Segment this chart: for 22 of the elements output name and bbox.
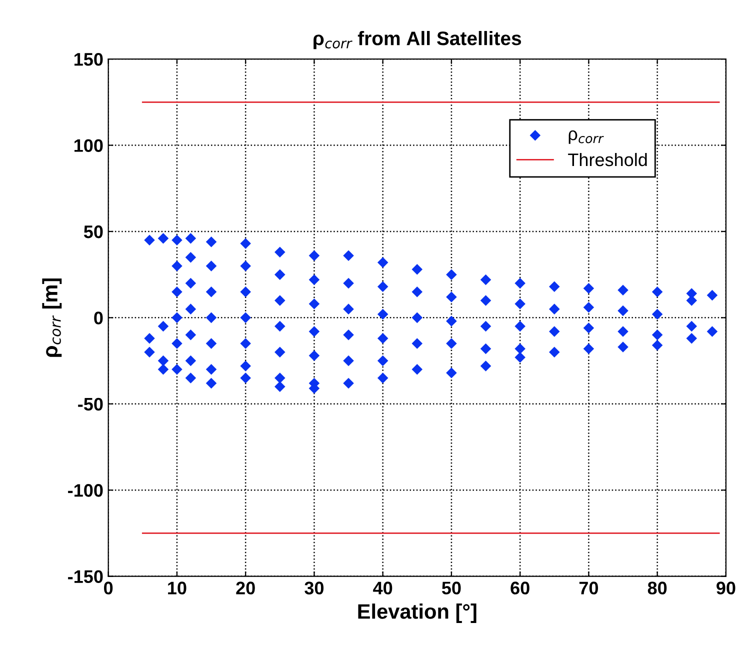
x-tick-label: 50 — [442, 582, 461, 594]
chart-title: ρ$_{corr}$ from All Satellites — [314, 30, 522, 50]
x-tick-label: 40 — [373, 582, 392, 594]
y-tick-label: -100 — [68, 484, 103, 497]
y-axis-title: ρ$_{corr}$ [m] — [42, 278, 62, 357]
legend-label: ρ$_{corr}$ — [568, 130, 604, 144]
y-tick-label: 50 — [84, 225, 103, 238]
x-tick-label: 10 — [168, 582, 186, 594]
y-tick-label: 0 — [94, 312, 103, 324]
legend-label: Threshold — [568, 152, 647, 166]
x-tick-label: 70 — [579, 582, 598, 594]
x-tick-label: 60 — [510, 582, 530, 594]
x-axis-title: Elevation [°] — [358, 604, 476, 623]
x-tick-label: 0 — [104, 582, 113, 594]
x-tick-label: 20 — [236, 582, 255, 594]
y-tick-label: 100 — [74, 139, 103, 152]
y-tick-label: 150 — [74, 52, 103, 66]
x-tick-label: 80 — [648, 582, 667, 594]
x-tick-label: 30 — [304, 582, 324, 594]
y-tick-label: -150 — [68, 570, 103, 584]
x-tick-label: 90 — [716, 582, 736, 594]
y-tick-label: -50 — [78, 398, 103, 411]
